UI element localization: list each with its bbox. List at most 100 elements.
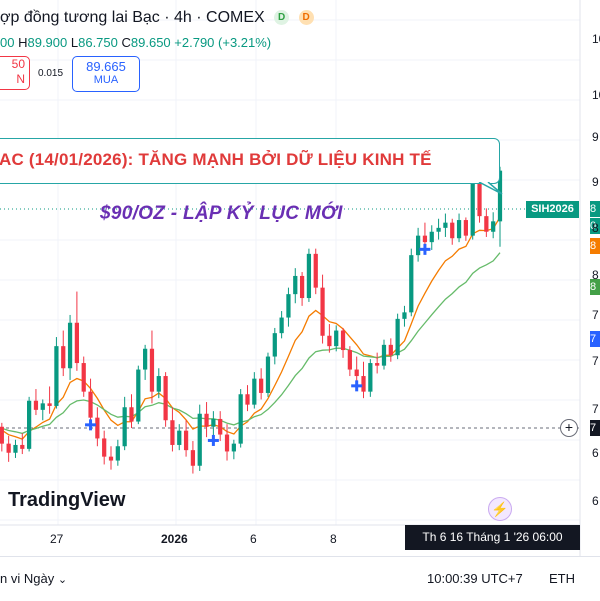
buy-signal-plus-icon <box>351 380 363 392</box>
candle-body <box>477 183 482 217</box>
candle <box>299 272 305 306</box>
candle-body <box>13 444 18 453</box>
candle <box>81 356 86 397</box>
candle <box>67 314 73 380</box>
candle-body <box>33 400 39 410</box>
add-alert-plus-icon[interactable]: + <box>560 419 578 437</box>
candle <box>429 225 434 250</box>
buy-signal-plus-icon <box>419 243 431 255</box>
candle <box>149 330 155 404</box>
sell-button[interactable]: 50 N <box>0 56 30 90</box>
candle <box>136 365 141 425</box>
candle-body <box>170 420 175 445</box>
buy-signal-plus-icon <box>207 434 219 446</box>
price-tick-label: 10 <box>592 88 600 102</box>
candle <box>129 394 134 429</box>
candle-body <box>88 391 93 418</box>
candle <box>47 386 52 414</box>
candle-body <box>40 403 45 410</box>
chevron-down-icon: ⌄ <box>57 574 68 586</box>
candle <box>327 324 332 353</box>
candle-body <box>197 413 202 466</box>
buy-signal-bar <box>211 434 215 446</box>
candle <box>388 338 393 362</box>
candle <box>354 356 359 384</box>
price-axis-tag: 8 <box>590 279 600 295</box>
candle-body <box>183 430 189 451</box>
price-tick-label: 6 <box>592 446 599 460</box>
candle <box>33 389 39 416</box>
candle-body <box>375 363 380 366</box>
price-tick-label: 7 <box>592 308 599 322</box>
candle <box>456 213 462 243</box>
clock-display[interactable]: 10:00:39 UTC+7 <box>427 571 523 586</box>
candle-body <box>143 348 148 370</box>
ohlc-low-value: 86.750 <box>78 35 118 50</box>
candle <box>443 213 448 237</box>
crosshair-time-label: Th 6 16 Tháng 1 '26 06:00 <box>405 525 580 550</box>
headline-annotation[interactable]: $90/OZ - LẬP KỶ LỤC MỚI <box>100 203 343 224</box>
candle <box>306 248 312 302</box>
candle-body <box>368 363 373 392</box>
chart-header: ợp đồng tương lai Bạc · 4h · COMEX D D 0… <box>0 0 580 60</box>
time-tick-label: 27 <box>50 532 64 546</box>
candle <box>259 368 264 400</box>
symbol-title-row[interactable]: ợp đồng tương lai Bạc · 4h · COMEX D D <box>0 9 314 29</box>
candle <box>211 411 216 439</box>
market-status-badge-icon[interactable]: D <box>298 10 314 25</box>
candle-body <box>347 350 352 370</box>
candle <box>156 368 161 399</box>
bottom-toolbar: n vi Ngày ⌄ 10:00:39 UTC+7 ETH <box>0 556 600 601</box>
callout-text: AC (14/01/2026): TĂNG MẠNH BỞI DỮ LIỆU K… <box>0 150 432 169</box>
timezone-selector[interactable]: n vi Ngày ⌄ <box>0 571 67 586</box>
candle-body <box>252 378 257 405</box>
candle-body <box>211 418 216 427</box>
candle-body <box>0 426 4 444</box>
candle <box>265 352 271 397</box>
candle-body <box>67 322 73 369</box>
candle-body <box>265 356 271 393</box>
candle-body <box>95 417 100 439</box>
candle-body <box>279 317 284 334</box>
candle-body <box>497 170 503 222</box>
candle-body <box>293 275 298 295</box>
price-axis-tag: 8 <box>590 238 600 254</box>
candle <box>170 407 175 452</box>
ema-line-21 <box>0 252 501 435</box>
candle <box>61 330 66 377</box>
candle-body <box>456 220 462 239</box>
candle <box>190 441 196 474</box>
candle-body <box>402 312 407 319</box>
lightning-event-icon[interactable]: ⚡ <box>488 497 512 521</box>
symbol-title[interactable]: ợp đồng tương lai Bạc · 4h · COMEX <box>0 9 265 26</box>
price-tick-label: 8 <box>592 221 599 235</box>
price-tick-label: 10 <box>592 32 600 46</box>
candle-body <box>286 294 291 318</box>
buy-button[interactable]: 89.665 MUA <box>72 56 140 92</box>
symbol-price-label: SIH2026 <box>526 201 579 218</box>
price-axis-tag: 7 <box>590 420 600 436</box>
candle <box>197 404 202 471</box>
candle-body <box>177 430 182 445</box>
ohlc-close-value: 89.650 <box>130 35 171 50</box>
candle-body <box>47 403 52 406</box>
candle <box>272 327 277 365</box>
candle-body <box>74 322 80 364</box>
session-toggle[interactable]: ETH <box>549 571 575 586</box>
candle-body <box>136 369 141 422</box>
ohlc-high-key: H <box>18 35 28 50</box>
candle-body <box>129 407 134 422</box>
candle <box>491 212 496 239</box>
ohlc-open-value: 00 <box>0 35 15 50</box>
price-tick-label: 7 <box>592 402 599 416</box>
candle-body <box>491 221 496 232</box>
candle <box>54 337 59 409</box>
candle-body <box>306 253 312 299</box>
candle <box>395 313 400 360</box>
callout-annotation[interactable]: AC (14/01/2026): TĂNG MẠNH BỞI DỮ LIỆU K… <box>0 138 500 184</box>
sell-price: 50 <box>11 57 25 71</box>
realtime-badge-icon[interactable]: D <box>274 10 290 25</box>
candle-body <box>340 330 346 351</box>
candle <box>108 446 114 470</box>
